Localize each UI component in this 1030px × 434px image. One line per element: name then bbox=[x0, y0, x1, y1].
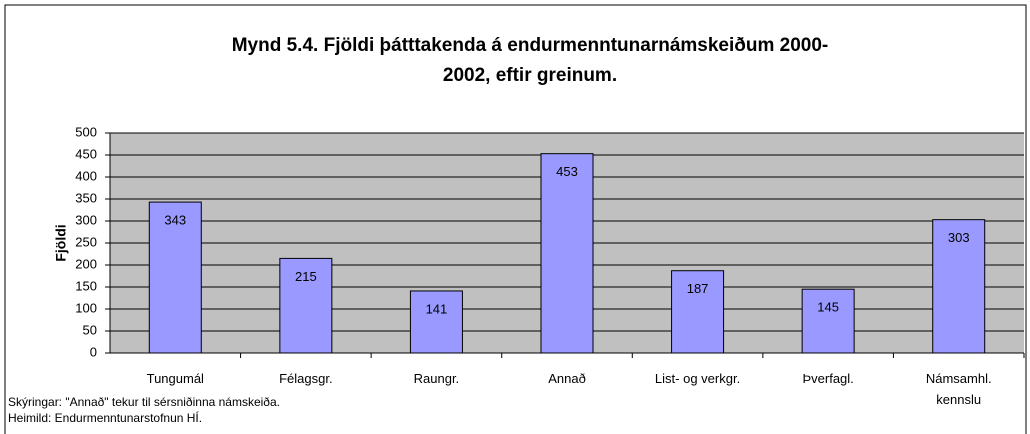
value-label: 187 bbox=[687, 281, 709, 296]
y-axis-label: Fjöldi bbox=[53, 224, 69, 261]
x-tick-label: Tungumál bbox=[146, 371, 204, 386]
note: Skýringar: "Annað" tekur til sérsniðinna… bbox=[8, 395, 280, 409]
bar bbox=[279, 257, 333, 354]
note: Heimild: Endurmenntunarstofnun HÍ. bbox=[8, 410, 202, 425]
chart-title-line2: 2002, eftir greinum. bbox=[443, 65, 617, 86]
value-label: 215 bbox=[295, 269, 317, 284]
x-tick-label: Námsamhl. kennslu bbox=[925, 371, 992, 407]
value-label: 303 bbox=[948, 230, 970, 245]
y-tick-label: 50 bbox=[83, 322, 97, 337]
bar bbox=[409, 290, 463, 354]
chart-title: Mynd 5.4. Fjöldi þátttakenda á endurmenn… bbox=[232, 35, 829, 56]
x-tick-label: Raungr. bbox=[413, 371, 460, 386]
x-tick-label: Þverfagl. bbox=[802, 371, 854, 386]
x-tick-label: List- og verkgr. bbox=[654, 371, 741, 386]
bar bbox=[801, 288, 855, 354]
x-tick-label: Félagsgr. bbox=[279, 371, 333, 386]
y-tick-label: 500 bbox=[75, 124, 97, 139]
y-tick-label: 150 bbox=[75, 278, 97, 293]
bar bbox=[148, 201, 202, 354]
value-label: 453 bbox=[556, 164, 578, 179]
y-tick-label: 200 bbox=[75, 256, 97, 271]
value-label: 145 bbox=[817, 300, 839, 315]
bar bbox=[540, 153, 594, 354]
y-tick-label: 350 bbox=[75, 190, 97, 205]
x-tick-label: Annað bbox=[548, 371, 586, 386]
y-tick-label: 250 bbox=[75, 234, 97, 249]
y-tick-label: 400 bbox=[75, 168, 97, 183]
y-tick-label: 100 bbox=[75, 300, 97, 315]
value-label: 343 bbox=[164, 213, 186, 228]
y-tick-label: 300 bbox=[75, 212, 97, 227]
y-tick-label: 0 bbox=[90, 344, 97, 359]
y-tick-label: 450 bbox=[75, 146, 97, 161]
value-label: 141 bbox=[426, 301, 448, 316]
bar bbox=[932, 219, 986, 354]
